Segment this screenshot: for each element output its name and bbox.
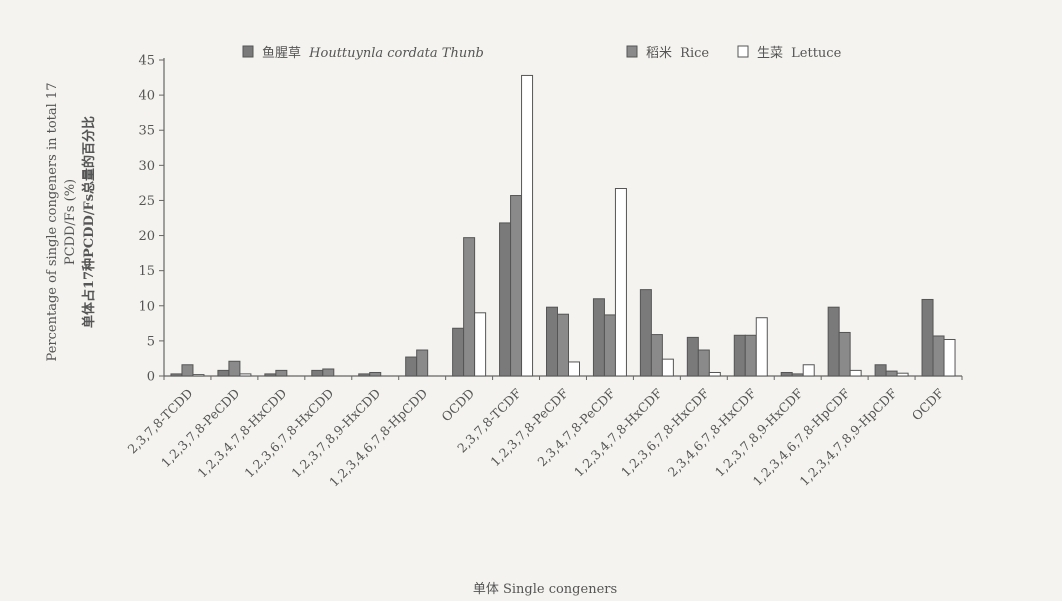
bar-houttuynia — [264, 373, 277, 377]
bar-houttuynia — [405, 356, 418, 377]
legend-label-houttuynia-cn: 鱼腥草 — [262, 45, 301, 61]
y-axis-title-en-line2: PCDD/Fs (%) — [63, 179, 78, 265]
bar-lettuce — [802, 364, 815, 377]
bar-lettuce — [521, 74, 534, 377]
bar-houttuynia — [452, 327, 465, 377]
legend-swatch-houttuynia — [242, 45, 254, 58]
y-axis-title-en-line1: Percentage of single congeners in total … — [45, 83, 60, 362]
bar-rice — [932, 335, 945, 377]
legend-item-rice: 稻米 Rice — [626, 45, 709, 61]
bar-lettuce — [192, 374, 205, 377]
bar-rice — [463, 237, 476, 377]
bar-houttuynia — [874, 364, 887, 377]
svg-text:稻米 Rice: 稻米 Rice — [646, 46, 709, 61]
x-categories-group: 2,3,7,8-TCDD1,2,3,7,8-PeCDD1,2,3,4,7,8-H… — [125, 385, 947, 489]
bar-houttuynia — [921, 298, 934, 377]
bar-lettuce — [896, 372, 909, 377]
bar-houttuynia — [311, 369, 324, 377]
y-tick-label: 30 — [138, 159, 155, 174]
bar-rice — [275, 369, 288, 377]
y-tick-label: 40 — [138, 89, 155, 104]
bar-lettuce — [943, 338, 956, 377]
x-category-label: 2,3,4,6,7,8-HxCDF — [665, 385, 759, 479]
bar-houttuynia — [827, 306, 840, 377]
y-axis-title-cn: 单体占17种PCDD/Fs总量的百分比 — [81, 116, 97, 328]
y-tick-label: 35 — [138, 124, 155, 139]
bar-rice — [510, 195, 523, 377]
x-category-label: 1,2,3,6,7,8-HxCDF — [618, 385, 712, 479]
bar-lettuce — [708, 371, 721, 377]
y-tick-label: 15 — [138, 264, 155, 279]
bar-lettuce — [849, 369, 862, 377]
bar-rice — [322, 368, 335, 377]
legend-label-houttuynia-en: Houttuynla cordata Thunb — [308, 46, 484, 61]
legend-swatch-rice — [626, 45, 638, 58]
x-category-label: 1,2,3,7,8,9-HxCDF — [712, 385, 806, 479]
bar-lettuce — [755, 317, 768, 377]
bar-houttuynia — [592, 298, 605, 377]
bar-lettuce — [239, 373, 252, 377]
legend-label-lettuce-en: Lettuce — [791, 46, 841, 61]
bar-rice — [181, 364, 194, 377]
bar-houttuynia — [170, 373, 183, 377]
x-category-label: 1,2,3,6,7,8-HxCDD — [241, 386, 336, 481]
y-tick-label: 25 — [138, 194, 155, 209]
legend-label-rice-cn: 稻米 — [646, 46, 672, 61]
legend-swatch-lettuce — [737, 45, 749, 58]
bar-lettuce — [661, 358, 674, 377]
bar-rice — [228, 360, 241, 377]
bar-lettuce — [474, 312, 487, 377]
x-category-label: 1,2,3,7,8,9-HxCDD — [288, 386, 383, 481]
bar-rice — [744, 334, 757, 377]
y-tick-label: 10 — [138, 299, 155, 314]
y-tick-label: 0 — [147, 370, 155, 385]
bar-rice — [369, 371, 382, 377]
bar-rice — [885, 370, 898, 377]
bar-houttuynia — [780, 371, 793, 377]
bar-rice — [838, 331, 851, 377]
bar-houttuynia — [733, 334, 746, 377]
legend-item-houttuynia: 鱼腥草 Houttuynla cordata Thunb — [242, 45, 484, 61]
x-category-label: 1,2,3,4,7,8-HxCDD — [194, 386, 289, 481]
bar-houttuynia — [686, 336, 699, 377]
x-category-label: 1,2,3,4,7,8,9-HpCDF — [797, 385, 900, 488]
svg-text:生菜 Lettuce: 生菜 Lettuce — [757, 46, 842, 61]
bar-houttuynia — [639, 289, 652, 377]
bar-lettuce — [568, 361, 580, 377]
bars-group — [170, 74, 956, 377]
legend: 鱼腥草 Houttuynla cordata Thunb 稻米 Rice 生菜 … — [242, 45, 842, 61]
bar-houttuynia — [546, 306, 558, 377]
bar-rice — [603, 314, 616, 377]
x-axis-title: 单体 Single congeners — [473, 582, 617, 597]
y-tick-label: 20 — [138, 229, 155, 244]
bar-lettuce — [614, 188, 627, 377]
bar-rice — [791, 373, 804, 377]
legend-item-lettuce: 生菜 Lettuce — [737, 45, 842, 61]
x-category-label: 1,2,3,7,8-PeCDD — [158, 386, 243, 471]
y-tick-label: 5 — [147, 334, 155, 349]
legend-label-lettuce-cn: 生菜 — [757, 46, 783, 61]
y-ticks-group: 0 5 10 15 20 25 30 35 40 45 — [138, 54, 963, 385]
x-category-label: OCDD — [438, 386, 477, 425]
bar-houttuynia — [217, 369, 230, 377]
x-category-label: OCDF — [909, 385, 947, 423]
bar-houttuynia — [499, 222, 512, 377]
bar-rice — [650, 334, 663, 377]
bar-rice — [416, 349, 429, 377]
legend-label-rice-en: Rice — [680, 46, 709, 61]
x-category-label: 1,2,3,4,7,8-HxCDF — [571, 385, 665, 479]
svg-text:鱼腥草 Houttuynla corda: 鱼腥草 Houttuynla cordata Thunb — [262, 45, 484, 61]
bar-rice — [557, 313, 569, 377]
bar-houttuynia — [358, 373, 371, 377]
bar-rice — [697, 349, 710, 377]
y-tick-label: 45 — [138, 54, 155, 69]
